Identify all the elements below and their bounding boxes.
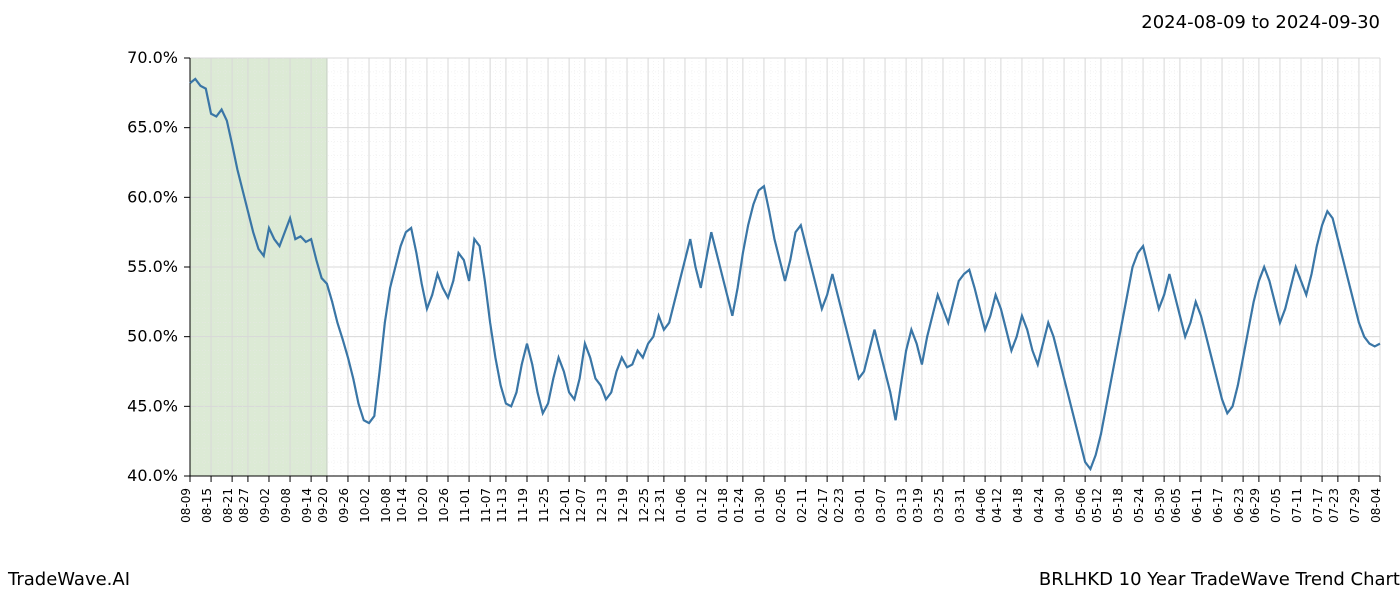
- x-tick-label: 11-07: [479, 488, 493, 523]
- x-tick-label: 07-05: [1269, 488, 1283, 523]
- x-tick-label: 07-23: [1327, 488, 1341, 523]
- x-tick-label: 05-24: [1132, 488, 1146, 523]
- x-tick-label: 07-29: [1348, 488, 1362, 523]
- x-tick-label: 01-18: [716, 488, 730, 523]
- x-tick-label: 01-30: [753, 488, 767, 523]
- y-tick-label: 60.0%: [127, 187, 178, 206]
- x-tick-label: 03-07: [874, 488, 888, 523]
- x-tick-label: 02-17: [816, 488, 830, 523]
- x-tick-label: 05-30: [1153, 488, 1167, 523]
- x-tick-label: 08-09: [179, 488, 193, 523]
- x-tick-label: 03-31: [953, 488, 967, 523]
- x-tick-label: 12-25: [637, 488, 651, 523]
- x-tick-label: 04-24: [1032, 488, 1046, 523]
- y-tick-label: 70.0%: [127, 48, 178, 67]
- x-tick-label: 02-11: [795, 488, 809, 523]
- x-tick-label: 03-25: [932, 488, 946, 523]
- x-tick-label: 05-18: [1111, 488, 1125, 523]
- x-tick-label: 11-19: [516, 488, 530, 523]
- x-tick-label: 12-01: [558, 488, 572, 523]
- x-tick-label: 06-29: [1248, 488, 1262, 523]
- chart-container: 2024-08-09 to 2024-09-30 40.0% 45.0% 50.0%…: [0, 0, 1400, 600]
- x-tick-label: 03-13: [895, 488, 909, 523]
- x-tick-label: 09-20: [316, 488, 330, 523]
- x-tick-label: 04-12: [990, 488, 1004, 523]
- line-chart: 40.0% 45.0% 50.0% 55.0% 60.0% 65.0% 70.0% 08-09…: [0, 0, 1400, 560]
- x-tick-label: 10-08: [379, 488, 393, 523]
- x-tick-label: 09-26: [337, 488, 351, 523]
- x-tick-label: 09-14: [300, 488, 314, 523]
- x-tick-label: 11-01: [458, 488, 472, 523]
- x-tick-label: 04-18: [1011, 488, 1025, 523]
- x-tick-label: 08-15: [200, 488, 214, 523]
- y-tick-label: 65.0%: [127, 118, 178, 137]
- x-tick-label: 06-05: [1169, 488, 1183, 523]
- x-tick-label: 09-02: [258, 488, 272, 523]
- x-tick-label: 01-24: [732, 488, 746, 523]
- date-range-label: 2024-08-09 to 2024-09-30: [1141, 12, 1380, 33]
- x-tick-label: 02-05: [774, 488, 788, 523]
- x-tick-label: 11-25: [537, 488, 551, 523]
- x-tick-label: 09-08: [279, 488, 293, 523]
- x-tick-label: 12-31: [653, 488, 667, 523]
- x-tick-label: 06-23: [1232, 488, 1246, 523]
- y-tick-label: 50.0%: [127, 327, 178, 346]
- x-tick-label: 02-23: [832, 488, 846, 523]
- x-tick-label: 04-30: [1053, 488, 1067, 523]
- x-tick-label: 05-06: [1074, 488, 1088, 523]
- x-tick-label: 12-07: [574, 488, 588, 523]
- x-tick-label: 03-01: [853, 488, 867, 523]
- x-tick-label: 01-12: [695, 488, 709, 523]
- footer-title: BRLHKD 10 Year TradeWave Trend Chart: [1039, 569, 1400, 590]
- x-tick-label: 08-04: [1369, 488, 1383, 523]
- x-tick-label: 03-19: [911, 488, 925, 523]
- footer-brand: TradeWave.AI: [8, 569, 130, 590]
- y-tick-label: 55.0%: [127, 257, 178, 276]
- x-tick-label: 06-17: [1211, 488, 1225, 523]
- x-tick-label: 06-11: [1190, 488, 1204, 523]
- x-tick-label: 07-17: [1311, 488, 1325, 523]
- x-tick-label: 12-19: [616, 488, 630, 523]
- x-tick-label: 11-13: [495, 488, 509, 523]
- y-tick-label: 45.0%: [127, 396, 178, 415]
- x-tick-label: 10-14: [395, 488, 409, 523]
- x-tick-label: 01-06: [674, 488, 688, 523]
- y-tick-label: 40.0%: [127, 466, 178, 485]
- x-tick-label: 08-21: [221, 488, 235, 523]
- x-tick-label: 08-27: [237, 488, 251, 523]
- x-tick-label: 12-13: [595, 488, 609, 523]
- x-tick-label: 05-12: [1090, 488, 1104, 523]
- x-tick-label: 10-26: [437, 488, 451, 523]
- x-tick-label: 10-02: [358, 488, 372, 523]
- x-tick-label: 04-06: [974, 488, 988, 523]
- x-tick-label: 07-11: [1290, 488, 1304, 523]
- x-tick-label: 10-20: [416, 488, 430, 523]
